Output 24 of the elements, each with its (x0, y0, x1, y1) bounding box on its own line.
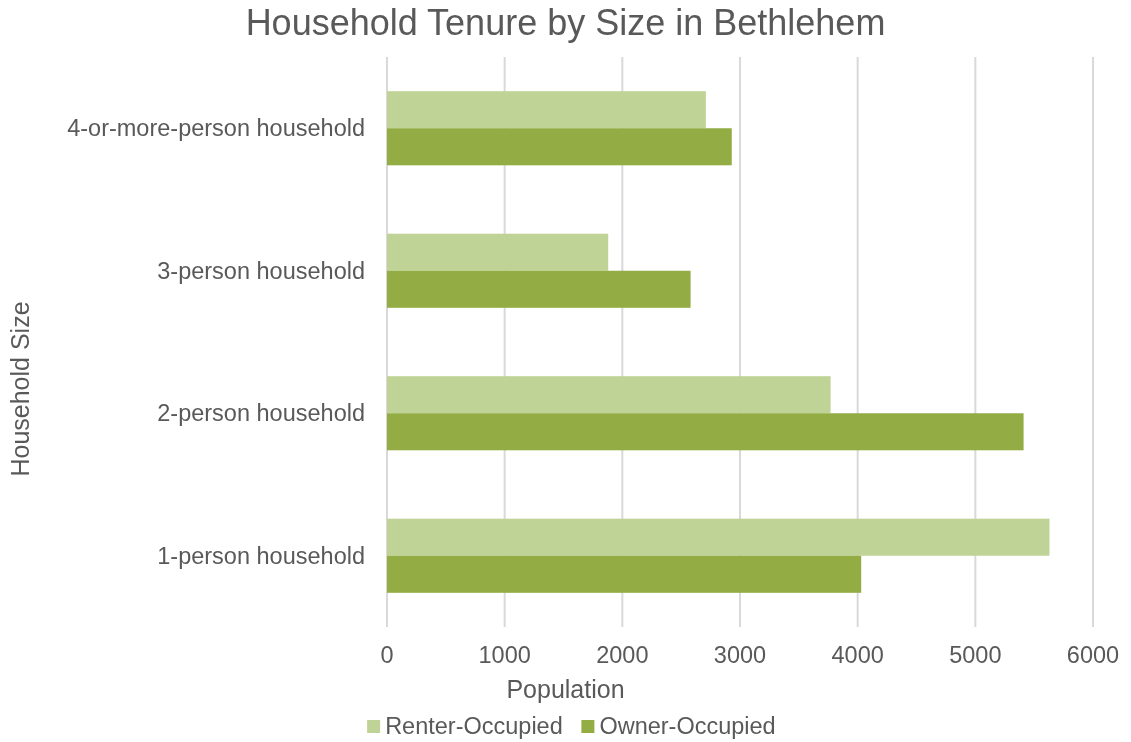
bar (387, 518, 1050, 556)
bar (387, 270, 691, 308)
y-tick-label: 3-person household (157, 257, 365, 284)
legend-label: Owner-Occupied (599, 713, 776, 739)
x-axis-title: Population (506, 675, 625, 703)
x-tick-label: 6000 (1066, 642, 1120, 668)
x-tick-label: 3000 (713, 642, 767, 668)
bar (387, 128, 732, 166)
x-tick-label: 0 (380, 642, 394, 668)
bar (387, 91, 706, 129)
x-tick-label: 2000 (596, 642, 649, 668)
x-tick-label: 1000 (478, 642, 531, 668)
bar (387, 555, 862, 593)
y-tick-label: 1-person household (157, 542, 365, 569)
x-tick-label: 4000 (831, 642, 884, 668)
chart-title: Household Tenure by Size in Bethlehem (245, 2, 886, 43)
y-tick-label: 2-person household (157, 400, 365, 427)
y-axis-title: Household Size (6, 301, 34, 477)
legend-label: Renter-Occupied (385, 713, 563, 739)
bar (387, 233, 609, 271)
x-tick-label: 5000 (949, 642, 1002, 668)
bar (387, 413, 1024, 451)
bar (387, 376, 831, 414)
y-tick-label: 4-or-more-person household (67, 115, 365, 142)
